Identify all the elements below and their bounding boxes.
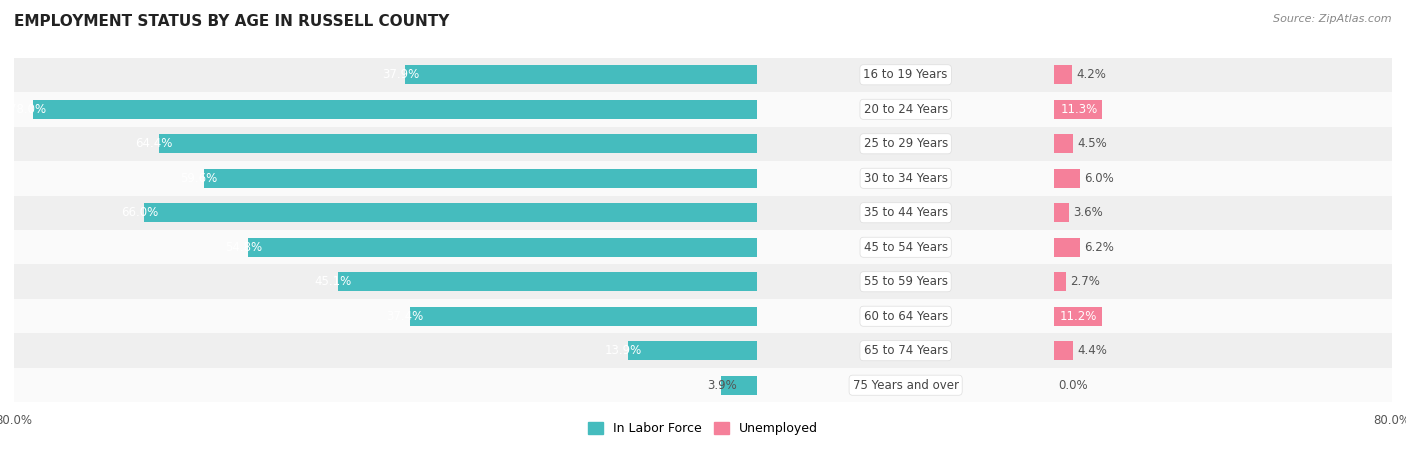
Bar <box>721 376 756 395</box>
Bar <box>14 196 756 230</box>
Bar <box>409 307 756 326</box>
Text: 45 to 54 Years: 45 to 54 Years <box>863 241 948 254</box>
Text: 16 to 19 Years: 16 to 19 Years <box>863 68 948 81</box>
Text: 30 to 34 Years: 30 to 34 Years <box>863 172 948 185</box>
Bar <box>1054 196 1392 230</box>
Bar <box>32 100 756 119</box>
Bar <box>1054 341 1073 360</box>
Bar <box>1054 127 1392 161</box>
Text: 3.9%: 3.9% <box>707 379 737 392</box>
Bar <box>1054 92 1392 127</box>
Text: 55 to 59 Years: 55 to 59 Years <box>863 275 948 288</box>
Text: 60 to 64 Years: 60 to 64 Years <box>863 310 948 323</box>
Text: EMPLOYMENT STATUS BY AGE IN RUSSELL COUNTY: EMPLOYMENT STATUS BY AGE IN RUSSELL COUN… <box>14 14 450 28</box>
Bar <box>14 92 756 127</box>
Text: 0.0%: 0.0% <box>1059 379 1088 392</box>
Bar <box>1054 134 1073 153</box>
Text: 4.5%: 4.5% <box>1077 137 1107 150</box>
Bar <box>756 127 1054 161</box>
Bar <box>1054 58 1392 92</box>
Bar <box>405 65 756 84</box>
Bar <box>756 161 1054 196</box>
Bar <box>756 299 1054 333</box>
Bar <box>14 230 756 264</box>
Bar <box>1054 238 1080 257</box>
Text: 66.0%: 66.0% <box>121 206 157 219</box>
Bar <box>14 333 756 368</box>
Text: 65 to 74 Years: 65 to 74 Years <box>863 344 948 357</box>
Bar <box>756 333 1054 368</box>
Bar <box>14 299 756 333</box>
Bar <box>756 58 1054 92</box>
Bar <box>1054 230 1392 264</box>
Bar <box>159 134 756 153</box>
Text: 6.2%: 6.2% <box>1084 241 1115 254</box>
Bar <box>1054 100 1102 119</box>
Bar <box>14 161 756 196</box>
Text: 3.6%: 3.6% <box>1074 206 1104 219</box>
Bar <box>14 368 756 402</box>
Bar <box>628 341 756 360</box>
Bar <box>1054 368 1392 402</box>
Bar <box>1054 161 1392 196</box>
Text: 37.9%: 37.9% <box>382 68 419 81</box>
Text: 59.6%: 59.6% <box>180 172 218 185</box>
Bar <box>1054 333 1392 368</box>
Bar <box>1054 65 1071 84</box>
Text: 45.1%: 45.1% <box>315 275 352 288</box>
Bar <box>1054 169 1080 188</box>
Bar <box>204 169 756 188</box>
Text: Source: ZipAtlas.com: Source: ZipAtlas.com <box>1274 14 1392 23</box>
Text: 6.0%: 6.0% <box>1084 172 1114 185</box>
Text: 4.2%: 4.2% <box>1076 68 1107 81</box>
Text: 54.8%: 54.8% <box>225 241 262 254</box>
Text: 20 to 24 Years: 20 to 24 Years <box>863 103 948 116</box>
Bar <box>143 203 756 222</box>
Text: 25 to 29 Years: 25 to 29 Years <box>863 137 948 150</box>
Text: 75 Years and over: 75 Years and over <box>852 379 959 392</box>
Bar <box>756 368 1054 402</box>
Text: 11.2%: 11.2% <box>1060 310 1097 323</box>
Bar <box>14 264 756 299</box>
Legend: In Labor Force, Unemployed: In Labor Force, Unemployed <box>583 417 823 440</box>
Bar <box>1054 272 1066 291</box>
Text: 4.4%: 4.4% <box>1077 344 1107 357</box>
Text: 11.3%: 11.3% <box>1060 103 1098 116</box>
Bar <box>247 238 756 257</box>
Text: 13.9%: 13.9% <box>605 344 643 357</box>
Text: 35 to 44 Years: 35 to 44 Years <box>863 206 948 219</box>
Bar <box>14 58 756 92</box>
Text: 37.4%: 37.4% <box>387 310 423 323</box>
Bar <box>756 264 1054 299</box>
Bar <box>1054 203 1070 222</box>
Bar <box>1054 264 1392 299</box>
Bar <box>1054 307 1101 326</box>
Bar <box>756 196 1054 230</box>
Text: 2.7%: 2.7% <box>1070 275 1099 288</box>
Bar <box>1054 299 1392 333</box>
Bar <box>14 127 756 161</box>
Text: 78.0%: 78.0% <box>10 103 46 116</box>
Bar <box>756 230 1054 264</box>
Text: 64.4%: 64.4% <box>135 137 173 150</box>
Bar <box>339 272 756 291</box>
Bar <box>756 92 1054 127</box>
